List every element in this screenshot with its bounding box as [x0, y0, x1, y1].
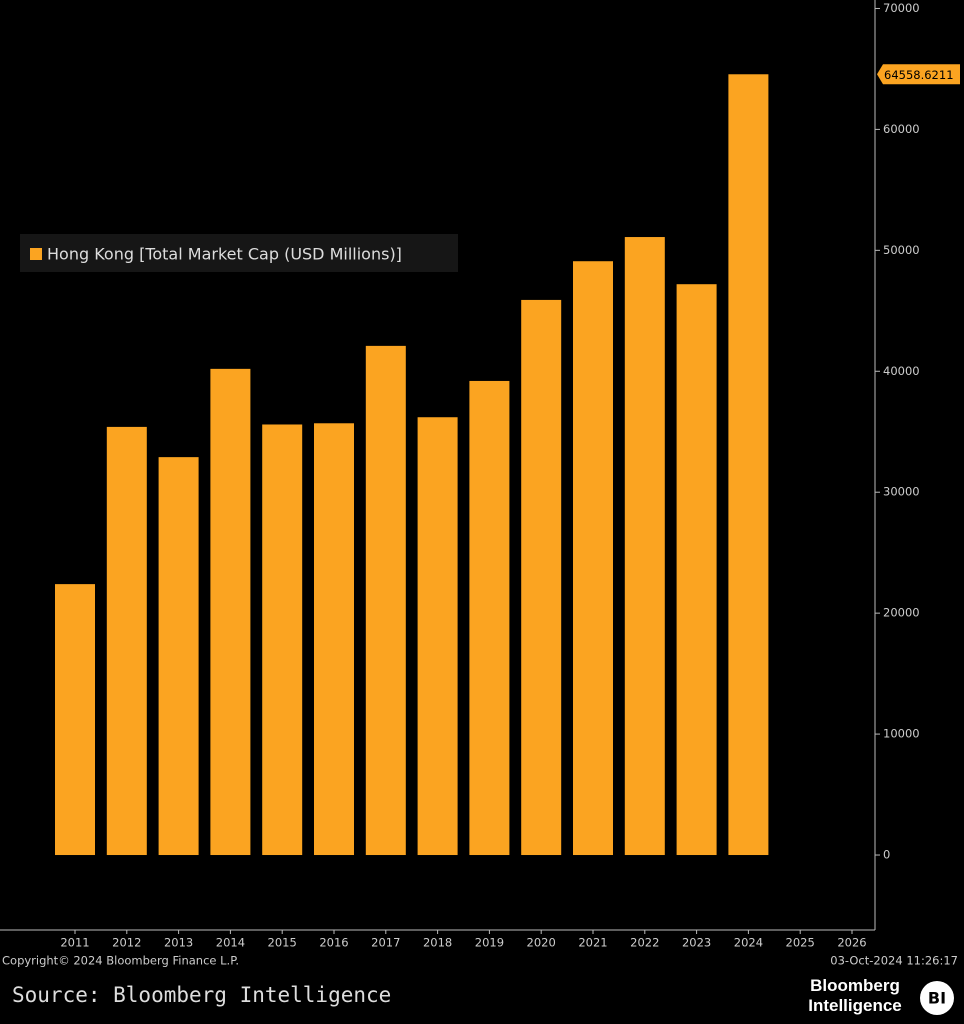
- x-tick-label: 2023: [682, 936, 711, 950]
- x-tick-label: 2015: [268, 936, 297, 950]
- x-tick-label: 2019: [475, 936, 504, 950]
- source: Source: Bloomberg Intelligence: [12, 983, 391, 1007]
- x-tick-label: 2012: [112, 936, 141, 950]
- y-tick-label: 30000: [883, 485, 920, 499]
- legend-box: [20, 234, 458, 272]
- last-value-flag: [877, 64, 960, 85]
- logo: Bloomberg Intelligence: [808, 976, 902, 1015]
- x-tick-label: 2016: [319, 936, 348, 950]
- y-tick-label: 60000: [883, 122, 920, 136]
- legend-label: Hong Kong [Total Market Cap (USD Million…: [47, 245, 402, 264]
- y-tick-label: 70000: [883, 1, 920, 15]
- copyright: Copyright© 2024 Bloomberg Finance L.P.: [2, 954, 239, 968]
- y-tick-label: 40000: [883, 364, 920, 378]
- bar: [314, 423, 354, 856]
- x-tick-label: 2026: [837, 936, 866, 950]
- logo-badge-circle: [920, 981, 954, 1015]
- bar: [521, 299, 562, 856]
- x-tick-label: 2017: [371, 936, 400, 950]
- bar: [158, 457, 199, 856]
- x-tick-label: 2021: [578, 936, 607, 950]
- logo-badge: BI: [928, 989, 946, 1008]
- bar: [676, 284, 717, 856]
- bar: [417, 417, 458, 856]
- timestamp: 03-Oct-2024 11:26:17: [830, 954, 958, 968]
- bar: [469, 380, 510, 856]
- x-tick-label: 2014: [216, 936, 245, 950]
- y-tick-label: 20000: [883, 606, 920, 620]
- bar: [106, 426, 147, 856]
- bar: [262, 424, 303, 856]
- x-tick-label: 2022: [630, 936, 659, 950]
- bar: [55, 584, 95, 856]
- bar: [728, 74, 769, 856]
- legend-swatch: [30, 248, 42, 260]
- bar: [210, 368, 251, 856]
- x-tick-label: 2013: [164, 936, 193, 950]
- y-tick-label: 10000: [883, 727, 920, 741]
- logo-text: Bloomberg Intelligence: [808, 976, 902, 1015]
- bar: [624, 237, 665, 856]
- y-tick-label: 0: [883, 848, 890, 862]
- x-tick-label: 2020: [527, 936, 556, 950]
- last-value-label: 64558.6211: [884, 68, 954, 82]
- x-tick-label: 2011: [60, 936, 89, 950]
- x-tick-label: 2024: [734, 936, 763, 950]
- bar: [573, 261, 613, 856]
- x-tick-label: 2025: [786, 936, 815, 950]
- y-tick-label: 50000: [883, 243, 920, 257]
- bar: [365, 345, 406, 856]
- x-tick-label: 2018: [423, 936, 452, 950]
